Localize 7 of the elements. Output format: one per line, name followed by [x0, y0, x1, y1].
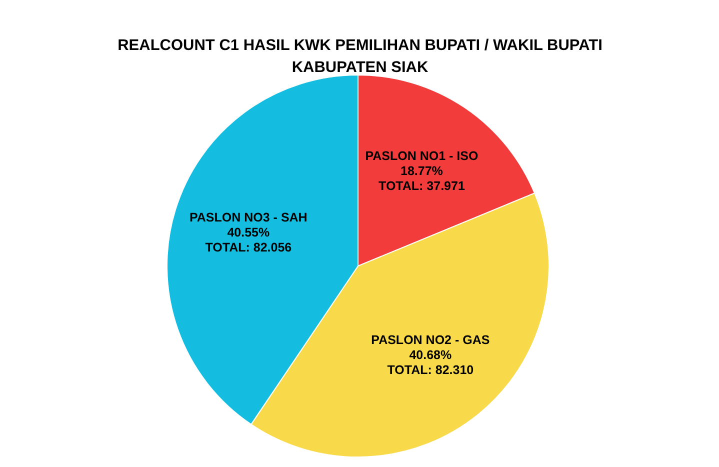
slice-label: PASLON NO1 - ISO — [365, 148, 478, 163]
data-label: 40.68% TOTAL: 82.310 — [387, 348, 474, 377]
slice-label: PASLON NO2 - GAS — [371, 332, 490, 347]
chart-title: REALCOUNT C1 HASIL KWK PEMILIHAN BUPATI / WAKIL BUPATI KABUPATEN SIAK — [118, 37, 602, 76]
slice-label: PASLON NO3 - SAH — [189, 210, 308, 224]
data-label: 18.77% TOTAL: 37.971 — [378, 164, 465, 193]
data-label: 40.55% TOTAL: 82.056 — [205, 225, 292, 254]
